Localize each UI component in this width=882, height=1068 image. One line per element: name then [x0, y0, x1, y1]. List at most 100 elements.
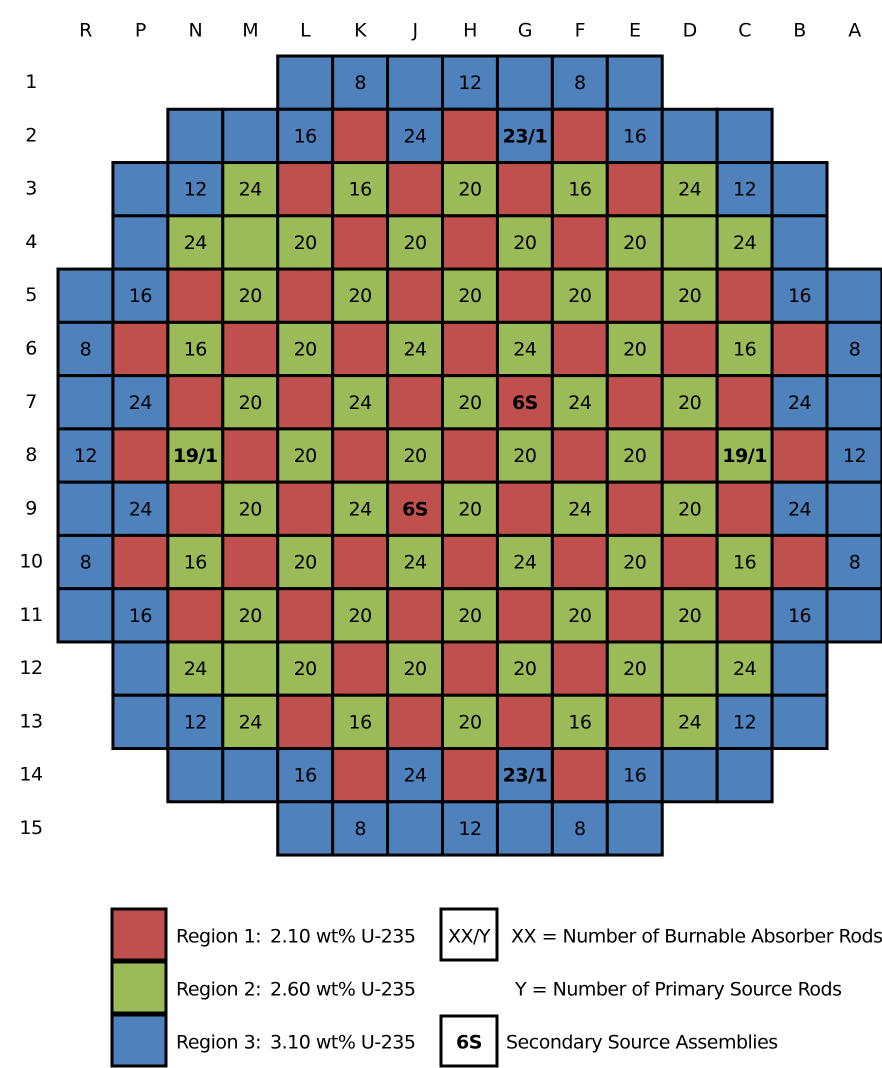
assembly	[166, 480, 225, 537]
assembly	[770, 214, 829, 271]
assembly	[825, 480, 882, 537]
column-label: K	[354, 20, 367, 42]
assembly	[605, 267, 664, 324]
assembly	[331, 107, 390, 165]
assembly	[386, 747, 445, 804]
legend-name: Region 2:	[176, 979, 261, 1001]
assembly	[660, 747, 719, 804]
assembly-label: 20	[623, 232, 646, 254]
row-label: 8	[25, 444, 37, 466]
assembly	[660, 427, 719, 484]
assembly-label: 8	[849, 338, 861, 360]
assembly-label: 20	[458, 179, 481, 201]
assembly	[660, 320, 719, 378]
assembly-label: 24	[403, 552, 427, 574]
assembly	[550, 427, 609, 484]
assembly	[276, 800, 335, 857]
key-box-text: 6S	[456, 1032, 482, 1054]
assembly	[715, 107, 774, 165]
assembly	[111, 267, 170, 324]
row-label: 13	[19, 710, 42, 732]
assembly-label: 24	[513, 552, 537, 574]
assembly	[386, 374, 445, 431]
assembly	[386, 214, 445, 271]
row-label: 5	[25, 284, 37, 306]
assembly	[331, 587, 390, 644]
assembly	[495, 161, 554, 218]
assembly	[276, 480, 335, 537]
assembly	[605, 640, 664, 697]
assembly	[605, 374, 664, 431]
key-text: Secondary Source Assemblies	[506, 1032, 778, 1054]
assembly	[715, 587, 774, 644]
legend-name: Region 3:	[176, 1032, 261, 1054]
assembly-label: 16	[129, 285, 152, 307]
assembly-label: 24	[239, 179, 263, 201]
row-label: 15	[19, 817, 42, 839]
assembly	[166, 161, 225, 218]
assembly	[221, 214, 280, 271]
assembly	[111, 427, 170, 484]
assembly	[770, 693, 829, 751]
assembly-label: 20	[623, 552, 646, 574]
assembly	[331, 747, 390, 804]
assembly	[386, 587, 445, 644]
assembly	[605, 587, 664, 644]
assembly	[276, 54, 335, 111]
row-label: 3	[25, 178, 37, 200]
assembly-label: 24	[184, 232, 208, 254]
assembly	[715, 747, 774, 804]
assembly-label: 6S	[402, 498, 428, 520]
column-label: P	[135, 20, 146, 42]
assembly	[166, 107, 225, 165]
key-box	[439, 907, 499, 962]
assembly-label: 20	[513, 232, 536, 254]
column-label: E	[629, 20, 641, 42]
assembly	[825, 267, 882, 324]
assembly-label: 20	[239, 498, 262, 520]
assembly-label: 24	[733, 232, 757, 254]
assembly	[276, 587, 335, 644]
column-label: C	[738, 20, 751, 42]
assembly	[715, 480, 774, 537]
assembly-label: 8	[574, 72, 586, 94]
assembly	[276, 533, 335, 591]
row-label: 12	[19, 657, 42, 679]
assembly-label: 20	[623, 445, 646, 467]
assembly	[276, 161, 335, 218]
assembly	[441, 320, 499, 378]
assembly-label: 19/1	[173, 445, 218, 467]
assembly-label: 12	[843, 445, 866, 467]
assembly	[495, 800, 554, 857]
assembly	[111, 533, 170, 591]
assembly	[825, 587, 882, 644]
assembly	[495, 214, 554, 271]
assembly	[276, 640, 335, 697]
assembly-label: 24	[788, 498, 812, 520]
assembly-label: 24	[678, 711, 702, 733]
assembly	[441, 747, 499, 804]
assembly-label: 16	[568, 179, 591, 201]
assembly	[166, 587, 225, 644]
assembly	[715, 267, 774, 324]
assembly	[605, 800, 664, 857]
assembly-label: 24	[403, 765, 427, 787]
assembly	[276, 374, 335, 431]
assembly	[166, 320, 225, 378]
assembly	[550, 800, 609, 857]
assembly	[386, 267, 445, 324]
assembly	[56, 267, 115, 324]
assembly-label: 24	[349, 392, 373, 414]
column-label: H	[463, 20, 477, 42]
column-label: A	[848, 20, 861, 42]
assembly-label: 12	[184, 179, 207, 201]
assembly	[550, 214, 609, 271]
assembly-label: 8	[574, 818, 586, 840]
legend-swatch	[110, 960, 168, 1015]
row-label: 2	[25, 124, 37, 146]
assembly-label: 12	[733, 711, 756, 733]
assembly-label: 20	[294, 552, 317, 574]
assembly-label: 19/1	[722, 445, 767, 467]
assembly	[550, 640, 609, 697]
assembly-label: 23/1	[503, 125, 548, 147]
